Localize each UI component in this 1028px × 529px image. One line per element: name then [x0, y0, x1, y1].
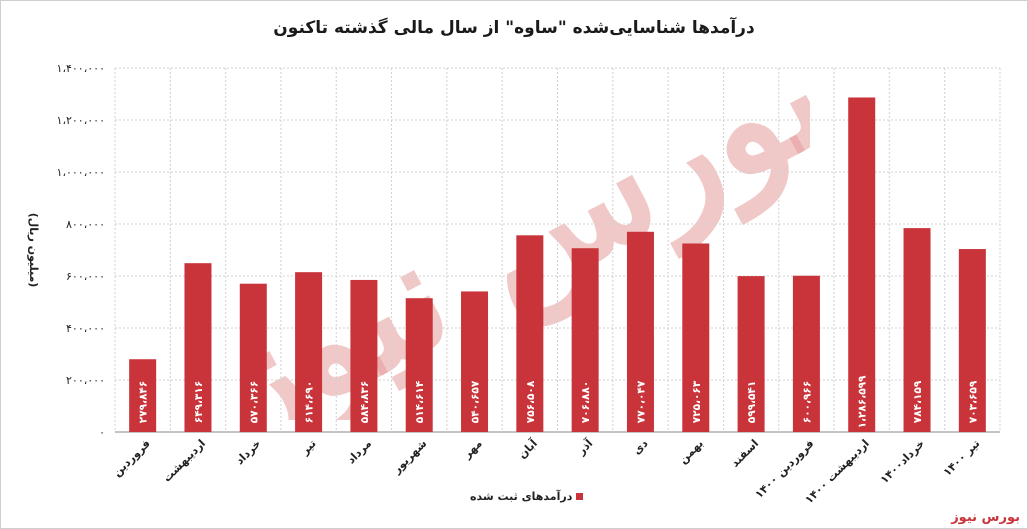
bar	[792, 275, 820, 432]
x-tick-label: تیر ۱۴۰۰	[941, 437, 983, 479]
x-tick-label: آذر	[574, 436, 596, 458]
x-tick-label: اسفند	[728, 437, 761, 470]
bar	[350, 279, 378, 432]
bar-value-label: ۷۵۶،۵۰۸	[525, 380, 537, 423]
brand-label: بورس نیوز	[951, 510, 1020, 525]
bar-value-label: ۷۰۶،۸۸۰	[580, 381, 592, 423]
x-tick-label: مرداد	[345, 437, 374, 466]
legend-label: درآمدهای ثبت شده	[470, 490, 573, 503]
x-tick-label: اردیبهشت	[160, 437, 208, 485]
bar-value-label: ۵۱۴،۶۱۴	[414, 380, 426, 423]
bar-value-label: ۲۷۹،۸۴۶	[138, 381, 150, 423]
bar	[737, 276, 765, 432]
x-tick-label: شهریور	[390, 437, 430, 477]
bar-value-label: ۷۷۰،۰۴۷	[635, 380, 647, 423]
bar-value-label: ۶۴۹،۳۱۶	[193, 381, 205, 423]
bar	[239, 283, 267, 432]
x-tick-label: مهر	[460, 437, 485, 462]
bar-value-label: ۵۴۰،۶۵۷	[470, 380, 482, 423]
bar	[405, 298, 433, 432]
bar	[682, 243, 710, 432]
y-tick-label: ۱،۲۰۰،۰۰۰	[57, 114, 105, 127]
bar-value-label: ۵۸۴،۸۳۶	[359, 381, 371, 423]
y-tick-label: ۱،۰۰۰،۰۰۰	[57, 166, 105, 179]
chart-title: درآمدها شناسایی‌شده "ساوه" از سال مالی گ…	[273, 18, 755, 38]
x-tick-label: آبان	[515, 436, 540, 461]
y-tick-label: ۲۰۰،۰۰۰	[66, 374, 105, 387]
bar	[626, 231, 654, 432]
y-tick-label: ۱،۴۰۰،۰۰۰	[57, 62, 105, 75]
y-tick-label: ۶۰۰،۰۰۰	[66, 270, 105, 283]
y-axis-label: (میلیون ریال)	[27, 213, 40, 288]
bar	[903, 228, 931, 432]
x-tick-label: بهمن	[676, 437, 705, 466]
bar-value-label: ۵۹۹،۵۴۱	[746, 381, 758, 423]
bar-value-label: ۵۷۰،۳۶۶	[248, 381, 260, 423]
bar-value-label: ۷۰۳،۶۵۹	[967, 380, 979, 423]
bar	[461, 291, 489, 432]
x-tick-label: خرداد۱۴۰۰	[878, 437, 927, 486]
x-tick-label: فروردین	[110, 437, 152, 479]
bar-value-label: ۶۰۰،۹۶۶	[801, 381, 813, 423]
bar	[848, 97, 876, 433]
x-tick-label: دی	[630, 437, 651, 458]
legend: درآمدهای ثبت شده	[470, 490, 584, 503]
legend-swatch	[576, 493, 584, 500]
bar	[571, 248, 599, 432]
y-tick-label: ۸۰۰،۰۰۰	[66, 218, 105, 231]
bar	[184, 263, 212, 432]
bar	[295, 272, 323, 432]
y-tick-label: ۴۰۰،۰۰۰	[66, 322, 105, 335]
bar	[129, 359, 157, 432]
bar	[958, 249, 986, 432]
x-tick-label: تیر	[298, 437, 319, 458]
bar	[516, 235, 544, 432]
x-tick-label: خرداد	[233, 437, 263, 467]
bar-value-label: ۶۱۴،۶۹۰	[304, 381, 316, 423]
bar-value-label: ۱،۲۸۶،۵۹۹	[857, 375, 869, 428]
bar-value-label: ۷۲۵،۰۶۳	[691, 380, 703, 423]
y-tick-label: ۰	[99, 426, 105, 439]
bar-value-label: ۷۸۴،۱۵۹	[912, 380, 924, 423]
